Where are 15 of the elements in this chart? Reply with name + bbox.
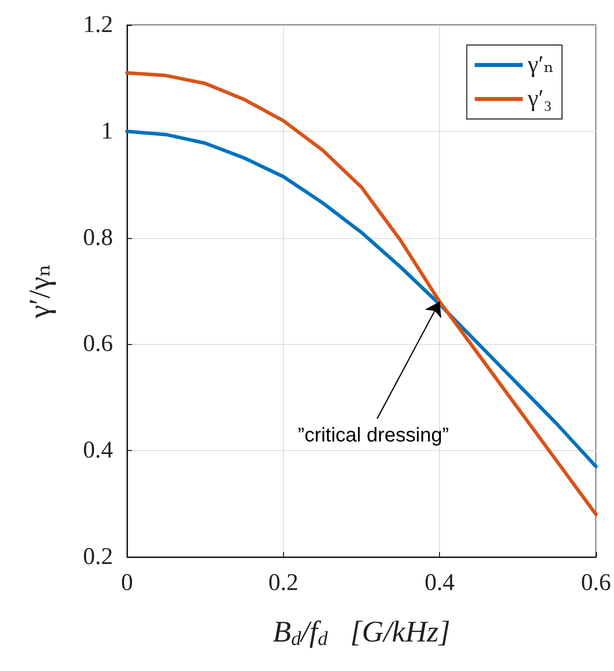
x-tick-label: 0.6	[581, 570, 611, 596]
x-tick-label: 0.4	[424, 570, 455, 596]
y-tick-label: 0.2	[83, 544, 113, 570]
x-tick-label: 0.2	[268, 570, 298, 596]
y-tick-label: 0.4	[83, 438, 113, 464]
y-tick-label: 0.8	[83, 224, 113, 251]
legend-label: γ′₃	[526, 86, 552, 112]
x-tick-label: 0	[121, 570, 133, 596]
y-tick-label: 1	[101, 118, 113, 144]
legend-label: γ′ₙ	[526, 52, 554, 78]
y-axis-title: γ′/γₙ	[24, 264, 56, 320]
annotation: ”critical dressing”	[298, 424, 449, 447]
y-tick-label: 1.2	[83, 12, 113, 38]
y-tick-label: 0.6	[83, 331, 113, 358]
line-series	[125, 130, 598, 468]
